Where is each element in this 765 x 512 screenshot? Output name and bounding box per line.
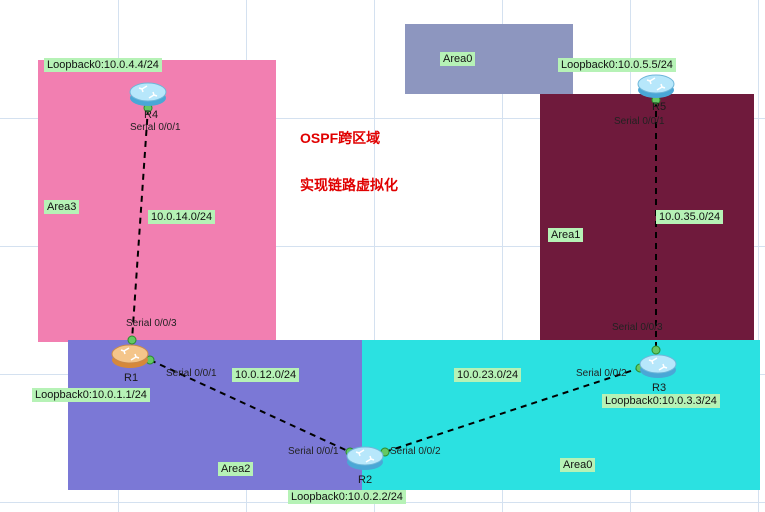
iface-r2-s002: Serial 0/0/2 xyxy=(390,446,441,457)
router-r4[interactable] xyxy=(128,78,168,108)
router-r2-label: R2 xyxy=(358,474,372,486)
title-line-1: OSPF跨区域 xyxy=(300,128,380,148)
iface-r1-s003: Serial 0/0/3 xyxy=(126,318,177,329)
subnet-14: 10.0.14.0/24 xyxy=(148,210,215,224)
loopback-r1: Loopback0:10.0.1.1/24 xyxy=(32,388,150,402)
area1-label: Area1 xyxy=(548,228,583,242)
iface-r1-s001: Serial 0/0/1 xyxy=(166,368,217,379)
router-r3-label: R3 xyxy=(652,382,666,394)
loopback-r3: Loopback0:10.0.3.3/24 xyxy=(602,394,720,408)
area0-bottom-label: Area0 xyxy=(560,458,595,472)
router-r3[interactable] xyxy=(638,350,678,380)
router-r4-label: R4 xyxy=(144,109,158,121)
router-r5-label: R5 xyxy=(652,101,666,113)
iface-r3-s002: Serial 0/0/2 xyxy=(576,368,627,379)
subnet-23: 10.0.23.0/24 xyxy=(454,368,521,382)
title-line-2: 实现链路虚拟化 xyxy=(300,175,398,195)
area2-label: Area2 xyxy=(218,462,253,476)
loopback-r5: Loopback0:10.0.5.5/24 xyxy=(558,58,676,72)
iface-r2-s001: Serial 0/0/1 xyxy=(288,446,339,457)
router-r5[interactable] xyxy=(636,70,676,100)
loopback-r2: Loopback0:10.0.2.2/24 xyxy=(288,490,406,504)
area0-top-label: Area0 xyxy=(440,52,475,66)
router-r1-label: R1 xyxy=(124,372,138,384)
subnet-35: 10.0.35.0/24 xyxy=(656,210,723,224)
router-r2[interactable] xyxy=(345,442,385,472)
iface-r5-s001: Serial 0/0/1 xyxy=(614,116,665,127)
iface-r3-s003: Serial 0/0/3 xyxy=(612,322,663,333)
loopback-r4: Loopback0:10.0.4.4/24 xyxy=(44,58,162,72)
iface-r4-s001: Serial 0/0/1 xyxy=(130,122,181,133)
area3-label: Area3 xyxy=(44,200,79,214)
subnet-12: 10.0.12.0/24 xyxy=(232,368,299,382)
router-r1[interactable] xyxy=(110,340,150,370)
